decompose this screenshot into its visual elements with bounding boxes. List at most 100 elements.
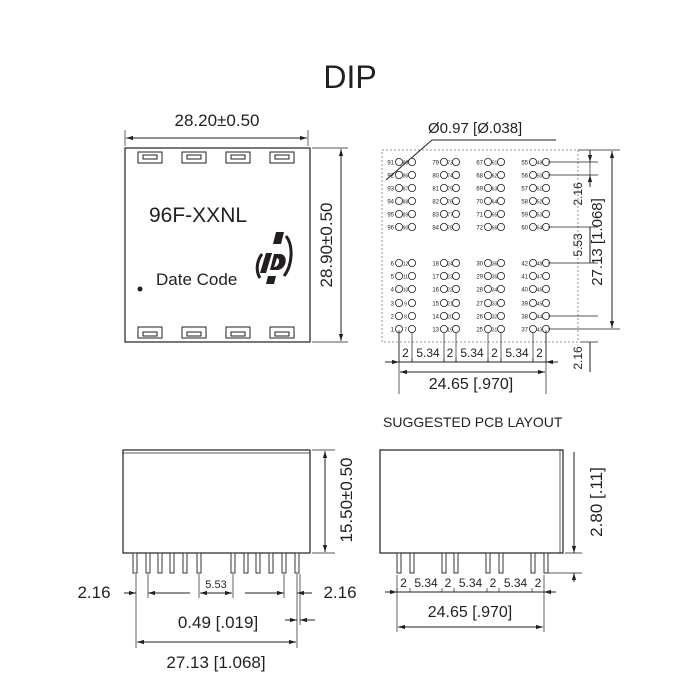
pin-label: 64 <box>492 200 498 206</box>
pin-hole <box>542 196 551 205</box>
pin-hole <box>439 196 448 205</box>
pin-hole <box>542 271 551 280</box>
pin <box>396 552 402 574</box>
pcb-total-height-dim: 27.13 [1.068] <box>589 198 606 286</box>
pin-pair: 57 51 <box>521 183 551 193</box>
pin-hole <box>451 258 460 267</box>
pin-hole <box>483 196 492 205</box>
pin-pair: 27 33 <box>476 298 505 308</box>
pin-label: 10 <box>403 288 409 294</box>
pin-hole <box>439 209 448 218</box>
pin-hole <box>529 196 538 205</box>
pin-hole <box>496 157 505 166</box>
front-side-view: 15.50±0.50 2.16 5.53 2.16 0.49 [.019] 27… <box>77 449 357 672</box>
pin-hole <box>529 284 538 293</box>
pin-pair: 18 24 <box>432 258 460 268</box>
pin-pair: 79 73 <box>432 157 460 167</box>
pin-pair: 42 48 <box>521 258 551 268</box>
pin-label: 5 <box>391 275 395 281</box>
pin-label: 59 <box>521 213 528 219</box>
pin-hole <box>542 284 551 293</box>
pin-label: 31 <box>492 328 498 334</box>
front-total-width-dim: 27.13 [1.068] <box>166 653 265 672</box>
pin-hole <box>394 284 403 293</box>
pin-label: 57 <box>521 187 528 193</box>
pin-label: 78 <box>447 226 453 232</box>
pin-hole <box>407 183 416 192</box>
pin <box>441 552 447 574</box>
pin-hole <box>483 183 492 192</box>
pin-label: 85 <box>403 161 409 167</box>
pin-hole <box>394 311 403 320</box>
pin-label: 49 <box>537 161 543 167</box>
column-spacing-label: 5.34 <box>504 576 528 590</box>
pin-label: 15 <box>432 302 439 308</box>
pin-pair: 39 45 <box>521 298 551 308</box>
pin-pair: 83 77 <box>432 209 460 219</box>
pin-pair: 67 61 <box>476 157 505 167</box>
pin-pair: 28 34 <box>476 284 505 294</box>
pin-hole <box>529 209 538 218</box>
pin-label: 91 <box>387 161 394 167</box>
column-spacing-label: 5.34 <box>459 576 483 590</box>
bottom-pads <box>137 326 295 339</box>
pin-label: 56 <box>521 174 528 180</box>
pin-hole <box>407 209 416 218</box>
pin-label: 24 <box>447 262 453 268</box>
pin-hole <box>483 311 492 320</box>
pin-label: 70 <box>476 200 483 206</box>
pin-pair: 4 10 <box>391 284 416 294</box>
pin-label: 27 <box>476 302 483 308</box>
pcb-row-pitch-dim: 2.16 <box>571 182 585 206</box>
pin-pair: 40 46 <box>521 284 551 294</box>
pin-hole <box>451 170 460 179</box>
pin-hole <box>483 324 492 333</box>
pin-hole <box>496 183 505 192</box>
pin-hole <box>496 324 505 333</box>
pin-label: 92 <box>387 174 394 180</box>
pin-hole <box>407 324 416 333</box>
pin-hole <box>439 284 448 293</box>
pin-hole <box>439 298 448 307</box>
pin-hole <box>394 196 403 205</box>
pin-pair: 26 32 <box>476 311 505 321</box>
pin-label: 2 <box>391 315 395 321</box>
pin-hole <box>439 157 448 166</box>
pin <box>294 552 300 574</box>
pin-hole <box>439 170 448 179</box>
top-height-dim: 28.90±0.50 <box>317 203 336 288</box>
pin-hole <box>439 258 448 267</box>
pin-hole <box>496 298 505 307</box>
pin-label: 41 <box>521 275 528 281</box>
pin-label: 77 <box>447 213 453 219</box>
pin-hole <box>496 209 505 218</box>
pin-label: 22 <box>447 288 453 294</box>
pin <box>409 552 415 574</box>
pin-hole <box>394 298 403 307</box>
pin-label: 82 <box>432 200 439 206</box>
pin-label: 29 <box>476 275 483 281</box>
pin-hole <box>451 157 460 166</box>
pin-label: 9 <box>404 302 407 308</box>
pin-label: 67 <box>476 161 483 167</box>
pin-label: 94 <box>387 200 394 206</box>
pin-pair: 56 50 <box>521 170 551 180</box>
pin-pair: 6 12 <box>391 258 416 268</box>
pin-pair: 94 88 <box>387 196 416 206</box>
pin-hole <box>451 311 460 320</box>
pin-pair: 16 22 <box>432 284 460 294</box>
pin-label: 55 <box>521 161 528 167</box>
drawing-title: DIP <box>323 59 376 95</box>
front-left-offset-dim: 2.16 <box>77 583 110 602</box>
pin <box>268 552 274 574</box>
column-spacing-label: 2 <box>445 576 452 590</box>
pin-pair: 30 36 <box>476 258 505 268</box>
pin-hole <box>496 311 505 320</box>
pin-hole <box>394 209 403 218</box>
pin-label: 33 <box>492 302 498 308</box>
pin-hole <box>451 271 460 280</box>
pin-pair: 14 20 <box>432 311 460 321</box>
pin-label: 39 <box>521 302 528 308</box>
column-spacing-label: 2 <box>490 576 497 590</box>
